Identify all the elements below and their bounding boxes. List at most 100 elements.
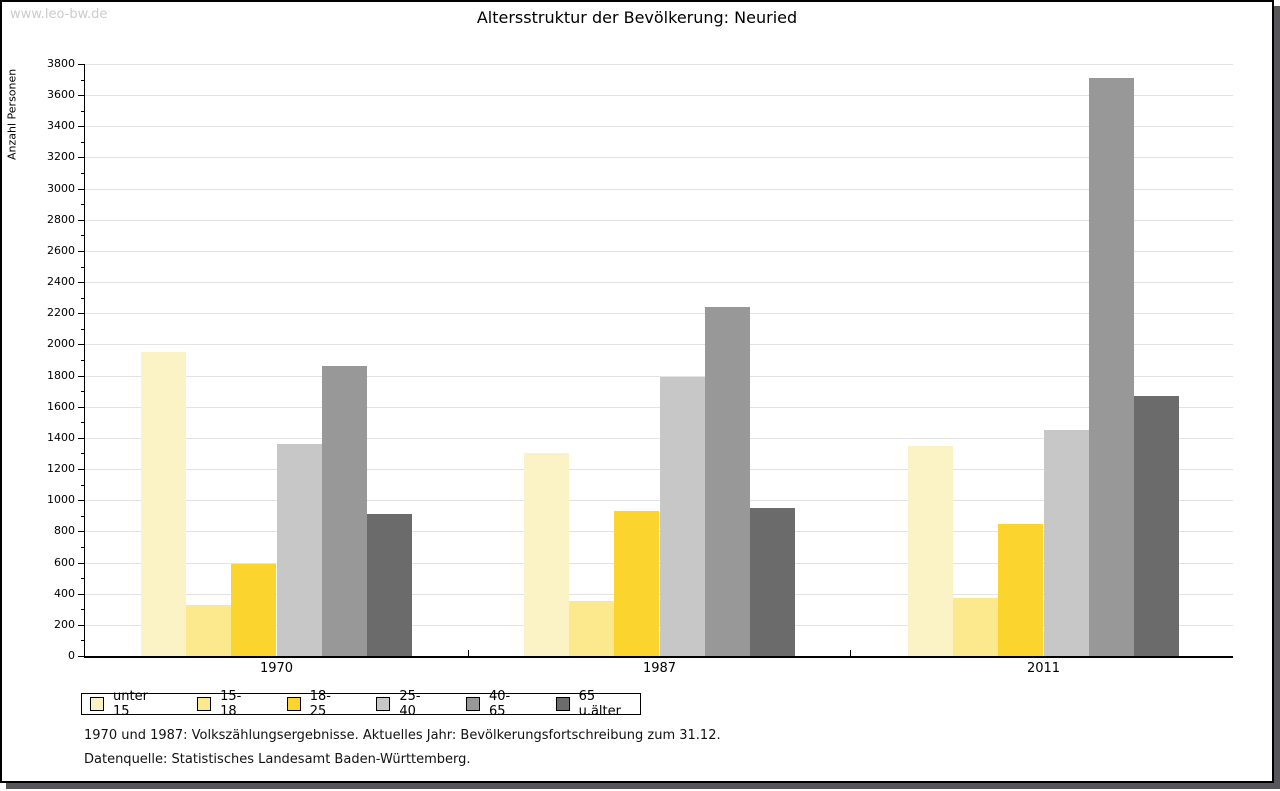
bar-unter-15-1970: [141, 352, 187, 656]
y-tick-2700: [81, 235, 84, 237]
y-tick-2200: [78, 313, 84, 315]
y-tick-label-1800: 1800: [47, 368, 75, 382]
gridline-1200: [85, 469, 1233, 471]
y-tick-label-3800: 3800: [47, 57, 75, 70]
bar-40-65-2011: [1088, 78, 1134, 656]
y-tick-label-1400: 1400: [47, 430, 75, 444]
legend-swatch: [555, 697, 570, 711]
legend-item-15-18: 15-18: [197, 689, 257, 719]
footnote-source: Datenquelle: Statistisches Landesamt Bad…: [84, 752, 471, 767]
legend-label: unter 15: [113, 689, 148, 719]
y-tick-label-0: 0: [68, 649, 75, 662]
legend-swatch: [465, 697, 480, 711]
y-tick-1700: [81, 391, 84, 393]
legend-swatch: [90, 697, 104, 711]
y-tick-3800: [78, 64, 84, 65]
legend-item-18-25: 18-25: [286, 689, 347, 719]
y-tick-2000: [78, 344, 84, 346]
legend-label: 15-18: [220, 689, 242, 719]
y-tick-2800: [78, 219, 84, 221]
legend-label: 18-25: [309, 689, 331, 719]
y-tick-1600: [78, 406, 84, 408]
y-tick-800: [78, 531, 84, 533]
legend: unter 15 15-18 18-25 25-40 40-65 65 u.älter: [81, 689, 641, 719]
y-tick-0: [78, 656, 84, 657]
bar-18-25-1970: [231, 564, 277, 656]
y-tick-3100: [81, 173, 84, 175]
y-tick-2600: [78, 250, 84, 252]
y-tick-2900: [81, 204, 84, 206]
y-tick-label-2800: 2800: [47, 212, 75, 226]
gridline-1600: [85, 406, 1233, 408]
x-boundary-tick-2: [850, 650, 852, 656]
y-tick-400: [78, 593, 84, 595]
gridline-3400: [85, 126, 1233, 128]
bar-40-65-1970: [321, 366, 367, 656]
y-tick-1200: [78, 469, 84, 471]
legend-item-unter-15: unter 15: [90, 689, 167, 719]
y-tick-3400: [78, 126, 84, 128]
y-tick-2500: [81, 266, 84, 268]
y-tick-2100: [81, 328, 84, 330]
y-tick-1800: [78, 375, 84, 377]
gridline-2400: [85, 282, 1233, 284]
legend-item-40-65: 40-65: [465, 689, 526, 719]
y-tick-600: [78, 562, 84, 564]
gridline-2800: [85, 219, 1233, 221]
gridline-1000: [85, 500, 1233, 502]
y-tick-500: [81, 578, 84, 580]
gridline-2000: [85, 344, 1233, 346]
y-tick-1400: [78, 437, 84, 439]
y-tick-label-3200: 3200: [47, 150, 75, 164]
gridline-2200: [85, 313, 1233, 315]
y-axis-label: Anzahl Personen: [5, 68, 19, 160]
y-tick-label-1200: 1200: [47, 462, 75, 476]
bar-unter-15-2011: [908, 445, 954, 656]
gridline-1400: [85, 437, 1233, 439]
y-tick-label-3400: 3400: [47, 119, 75, 133]
y-tick-2300: [81, 297, 84, 299]
y-tick-label-800: 800: [54, 524, 75, 538]
gridline-3800: [85, 64, 1233, 65]
gridline-1800: [85, 375, 1233, 377]
legend-swatch: [286, 697, 301, 711]
bar-65-u-lter-1970: [366, 514, 412, 656]
legend-label: 40-65: [488, 689, 511, 719]
y-tick-3700: [81, 79, 84, 81]
x-tick-label-2011: 2011: [1026, 661, 1061, 676]
y-tick-label-3600: 3600: [47, 88, 75, 102]
bar-25-40-1970: [276, 444, 322, 656]
bar-40-65-1987: [704, 307, 750, 656]
y-tick-700: [81, 546, 84, 548]
legend-swatch: [197, 697, 212, 711]
y-tick-100: [81, 640, 84, 642]
y-tick-3000: [78, 188, 84, 190]
y-tick-3500: [81, 110, 84, 112]
y-tick-label-1600: 1600: [47, 399, 75, 413]
bar-15-18-2011: [953, 598, 999, 656]
y-tick-label-1000: 1000: [47, 493, 75, 507]
gridline-3200: [85, 157, 1233, 159]
y-tick-label-600: 600: [54, 555, 75, 569]
chart-title: Altersstruktur der Bevölkerung: Neuried: [476, 8, 798, 27]
y-tick-1100: [81, 484, 84, 486]
y-tick-3600: [78, 95, 84, 97]
y-tick-label-2000: 2000: [47, 337, 75, 351]
bar-18-25-2011: [998, 523, 1044, 656]
plot-area: 0 200 400 600 800 1000 1200 1400 1600 1800 2000 220…: [47, 57, 1233, 676]
y-tick-label-2200: 2200: [47, 306, 75, 320]
y-tick-1900: [81, 360, 84, 361]
legend-item-65-u-lter: 65 u.älter: [555, 689, 640, 719]
y-tick-label-200: 200: [54, 617, 75, 631]
legend-item-25-40: 25-40: [376, 689, 436, 719]
x-boundary-tick-1: [467, 650, 469, 656]
gridline-3000: [85, 188, 1233, 190]
bar-18-25-1987: [614, 511, 660, 656]
y-tick-1000: [78, 500, 84, 502]
bar-unter-15-1987: [524, 453, 570, 656]
bar-25-40-1987: [659, 377, 705, 656]
y-tick-label-400: 400: [54, 586, 75, 600]
bar-65-u-lter-2011: [1133, 395, 1179, 656]
y-tick-3200: [78, 157, 84, 159]
